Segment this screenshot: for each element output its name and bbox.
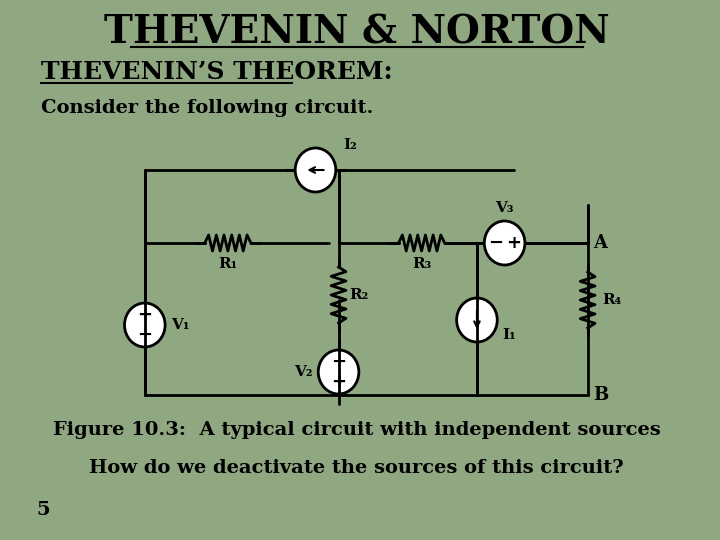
Text: +: + [138,306,153,324]
Circle shape [295,148,336,192]
Circle shape [125,303,165,347]
Text: −: − [138,326,153,344]
Circle shape [456,298,498,342]
Text: A: A [593,234,607,252]
Text: Figure 10.3:  A typical circuit with independent sources: Figure 10.3: A typical circuit with inde… [53,421,661,439]
Text: R₁: R₁ [218,257,238,271]
Text: I₁: I₁ [503,328,516,342]
Text: Consider the following circuit.: Consider the following circuit. [42,99,374,117]
Circle shape [485,221,525,265]
Text: +: + [331,373,346,391]
Text: −: − [488,234,503,252]
Text: R₂: R₂ [350,288,369,302]
Text: THEVENIN & NORTON: THEVENIN & NORTON [104,13,610,51]
Text: R₃: R₃ [412,257,431,271]
Text: +: + [506,234,521,252]
Text: V₃: V₃ [495,201,514,215]
Text: V₁: V₁ [171,318,189,332]
Text: V₂: V₂ [294,365,312,379]
Text: R₄: R₄ [603,293,621,307]
Text: I₂: I₂ [343,138,357,152]
Text: THEVENIN’S THEOREM:: THEVENIN’S THEOREM: [42,60,393,84]
Text: How do we deactivate the sources of this circuit?: How do we deactivate the sources of this… [89,459,624,477]
Circle shape [318,350,359,394]
Text: 5: 5 [36,501,50,519]
Text: B: B [593,386,608,404]
Text: −: − [331,353,346,371]
